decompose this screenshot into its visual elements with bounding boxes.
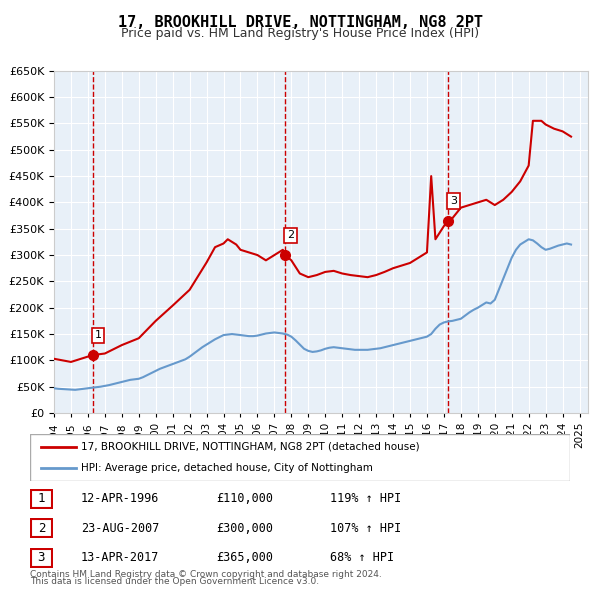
Text: £110,000: £110,000 bbox=[216, 492, 273, 505]
Text: £365,000: £365,000 bbox=[216, 551, 273, 564]
Text: 119% ↑ HPI: 119% ↑ HPI bbox=[330, 492, 401, 505]
Text: 107% ↑ HPI: 107% ↑ HPI bbox=[330, 522, 401, 535]
Text: £300,000: £300,000 bbox=[216, 522, 273, 535]
Text: 2: 2 bbox=[38, 522, 45, 535]
Text: This data is licensed under the Open Government Licence v3.0.: This data is licensed under the Open Gov… bbox=[30, 578, 319, 586]
FancyBboxPatch shape bbox=[31, 549, 52, 566]
Text: 1: 1 bbox=[38, 492, 45, 505]
Text: 1: 1 bbox=[94, 330, 101, 340]
Text: 3: 3 bbox=[38, 551, 45, 564]
Text: Price paid vs. HM Land Registry's House Price Index (HPI): Price paid vs. HM Land Registry's House … bbox=[121, 27, 479, 40]
FancyBboxPatch shape bbox=[30, 434, 570, 481]
Text: 3: 3 bbox=[450, 196, 457, 206]
Text: HPI: Average price, detached house, City of Nottingham: HPI: Average price, detached house, City… bbox=[82, 463, 373, 473]
FancyBboxPatch shape bbox=[31, 519, 52, 537]
Text: 17, BROOKHILL DRIVE, NOTTINGHAM, NG8 2PT: 17, BROOKHILL DRIVE, NOTTINGHAM, NG8 2PT bbox=[118, 15, 482, 30]
Text: 2: 2 bbox=[287, 230, 294, 240]
Text: Contains HM Land Registry data © Crown copyright and database right 2024.: Contains HM Land Registry data © Crown c… bbox=[30, 571, 382, 579]
Text: 13-APR-2017: 13-APR-2017 bbox=[81, 551, 160, 564]
FancyBboxPatch shape bbox=[31, 490, 52, 507]
Text: 68% ↑ HPI: 68% ↑ HPI bbox=[330, 551, 394, 564]
Text: 17, BROOKHILL DRIVE, NOTTINGHAM, NG8 2PT (detached house): 17, BROOKHILL DRIVE, NOTTINGHAM, NG8 2PT… bbox=[82, 442, 420, 452]
Text: 23-AUG-2007: 23-AUG-2007 bbox=[81, 522, 160, 535]
Text: 12-APR-1996: 12-APR-1996 bbox=[81, 492, 160, 505]
